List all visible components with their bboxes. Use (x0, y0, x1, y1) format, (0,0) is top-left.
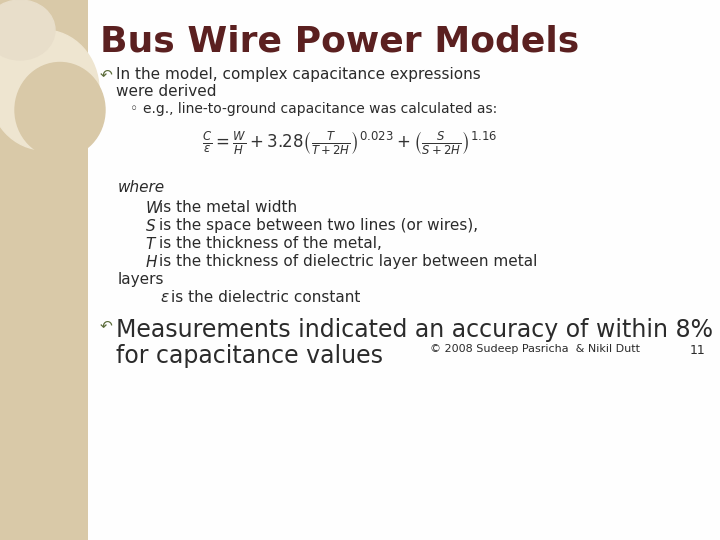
Text: $W$: $W$ (145, 200, 163, 216)
Ellipse shape (0, 0, 55, 60)
Text: is the thickness of dielectric layer between metal: is the thickness of dielectric layer bet… (159, 254, 537, 269)
Text: Measurements indicated an accuracy of within 8%: Measurements indicated an accuracy of wi… (116, 318, 713, 342)
Ellipse shape (0, 30, 99, 150)
Text: is the dielectric constant: is the dielectric constant (171, 290, 361, 305)
Bar (88, 0, 720, 540)
Text: for capacitance values: for capacitance values (116, 344, 383, 368)
Text: $T$: $T$ (145, 236, 157, 252)
Text: layers: layers (118, 272, 164, 287)
Text: is the metal width: is the metal width (159, 200, 297, 215)
Text: is the thickness of the metal,: is the thickness of the metal, (159, 236, 382, 251)
Text: $S$: $S$ (145, 218, 156, 234)
Bar (0, 0, 88, 540)
Text: is the space between two lines (or wires),: is the space between two lines (or wires… (159, 218, 478, 233)
Text: ↶: ↶ (100, 67, 113, 82)
Text: © 2008 Sudeep Pasricha  & Nikil Dutt: © 2008 Sudeep Pasricha & Nikil Dutt (430, 344, 640, 354)
Text: 11: 11 (689, 344, 705, 357)
Text: In the model, complex capacitance expressions: In the model, complex capacitance expres… (116, 67, 481, 82)
Ellipse shape (15, 63, 105, 158)
Text: Bus Wire Power Models: Bus Wire Power Models (100, 25, 580, 59)
Text: $\varepsilon$: $\varepsilon$ (160, 290, 170, 305)
Text: $\frac{C}{\epsilon} = \frac{W}{H} + 3.28\left(\frac{T}{T+2H}\right)^{0.023}+ \le: $\frac{C}{\epsilon} = \frac{W}{H} + 3.28… (202, 130, 498, 157)
Text: ◦: ◦ (130, 102, 138, 116)
Text: ↶: ↶ (100, 318, 113, 333)
Text: $H$: $H$ (145, 254, 158, 270)
Text: e.g., line-to-ground capacitance was calculated as:: e.g., line-to-ground capacitance was cal… (143, 102, 498, 116)
Text: where: where (118, 180, 165, 195)
Text: were derived: were derived (116, 84, 217, 99)
